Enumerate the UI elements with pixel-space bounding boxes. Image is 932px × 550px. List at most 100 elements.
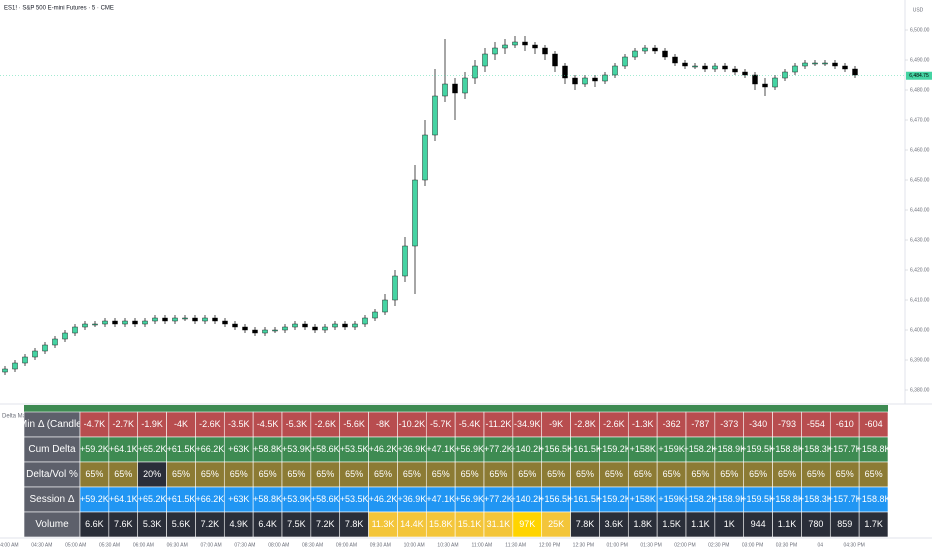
time-label: 09:30 AM [370, 542, 391, 548]
table-cell [166, 511, 196, 538]
cell-value: +77.2K [484, 494, 513, 504]
candle-body [722, 65, 728, 70]
candle-body [682, 62, 688, 67]
table-cell [858, 411, 889, 438]
y-tick-label: 6,490.00 [910, 57, 930, 63]
cell-value: 1.1K [691, 519, 710, 529]
candle-body [2, 368, 8, 373]
candle-body [822, 62, 828, 65]
table-cell [425, 486, 456, 513]
cell-value: 31.1K [487, 519, 511, 529]
table-cell [714, 436, 745, 463]
cell-value: 944 [751, 519, 766, 529]
candle-body [472, 65, 478, 79]
cell-value: +158.9K [712, 494, 746, 504]
cell-value: +158K [630, 494, 656, 504]
row-label-cell [23, 511, 81, 538]
candle-body [632, 50, 638, 58]
cell-value: -5.4K [459, 419, 481, 429]
table-cell [570, 511, 600, 538]
currency-label[interactable]: USD [913, 7, 924, 13]
row-label: Cum Delta [28, 444, 76, 455]
cell-value: -2.6K [603, 419, 625, 429]
cell-value: 65% [778, 469, 796, 479]
candle-body [282, 326, 288, 331]
candle-body [462, 77, 468, 94]
table-cell [714, 461, 745, 488]
cell-value: -610 [836, 419, 854, 429]
cell-value: 25K [548, 519, 564, 529]
candle-body [172, 317, 178, 322]
cell-value: 1.7K [864, 519, 883, 529]
candle-body [162, 317, 168, 322]
cell-value: 5.3K [143, 519, 162, 529]
cell-value: -9K [549, 419, 563, 429]
table-cell [108, 436, 139, 463]
cell-value: +53.9K [282, 444, 311, 454]
candle-body [332, 323, 338, 328]
table-cell [541, 511, 571, 538]
candle-body [612, 65, 618, 76]
cell-value: 65% [576, 469, 594, 479]
table-cell [310, 411, 341, 438]
cell-value: 65% [114, 469, 132, 479]
candle-body [32, 350, 38, 358]
candle-body [142, 320, 148, 325]
cell-value: +56.9K [455, 444, 484, 454]
y-tick-label: 6,440.00 [910, 207, 930, 213]
cell-value: +158.2K [684, 494, 718, 504]
time-label: 08:00 AM [268, 542, 289, 548]
cell-value: 7.5K [287, 519, 306, 529]
table-cell [310, 486, 341, 513]
y-tick-label: 6,450.00 [910, 177, 930, 183]
time-label: 06:30 AM [167, 542, 188, 548]
cell-value: 65% [807, 469, 825, 479]
table-cell [252, 486, 283, 513]
cell-value: +63K [228, 494, 249, 504]
candle-body [552, 53, 558, 67]
candle-body [492, 47, 498, 55]
cell-value: 1K [724, 519, 735, 529]
candle-body [572, 77, 578, 85]
table-cell [656, 486, 687, 513]
cell-value: -2.6K [199, 419, 221, 429]
candle-body [372, 311, 378, 319]
table-cell [801, 511, 831, 538]
candle-body [252, 329, 258, 334]
table-cell [627, 486, 658, 513]
table-cell [195, 511, 225, 538]
time-label: 01:00 PM [607, 542, 628, 548]
cell-value: -604 [865, 419, 883, 429]
table-cell [108, 461, 139, 488]
cell-value: 65% [518, 469, 536, 479]
table-cell [368, 411, 398, 438]
time-label: 08:30 AM [302, 542, 323, 548]
candle-body [102, 320, 108, 325]
cell-value: +53.5K [340, 494, 369, 504]
cell-value: +47.1K [426, 444, 455, 454]
cell-value: +64.1K [109, 444, 138, 454]
cell-value: +46.2K [369, 444, 398, 454]
candle-body [12, 362, 18, 370]
symbol-title[interactable]: ES1! · S&P 500 E-mini Futures · 5 · CME [4, 6, 114, 12]
cell-value: 780 [808, 519, 823, 529]
table-cell [627, 511, 658, 538]
candle-body [792, 65, 798, 73]
cell-value: +53.9K [282, 494, 311, 504]
candle-body [192, 317, 198, 322]
table-cell [512, 411, 543, 438]
candle-body [442, 83, 448, 97]
candle-body [382, 299, 388, 313]
candle-body [242, 326, 248, 331]
cell-value: 14.4K [400, 519, 424, 529]
cell-value: -1.3K [632, 419, 654, 429]
table-cell [656, 411, 687, 438]
table-cell [714, 511, 745, 538]
cell-value: +159.2K [597, 444, 631, 454]
table-cell [599, 436, 629, 463]
cell-value: -8K [376, 419, 390, 429]
candle-body [802, 62, 808, 67]
cell-value: -5.3K [286, 419, 308, 429]
cell-value: 11.3K [372, 519, 395, 529]
candle-body [562, 65, 568, 79]
